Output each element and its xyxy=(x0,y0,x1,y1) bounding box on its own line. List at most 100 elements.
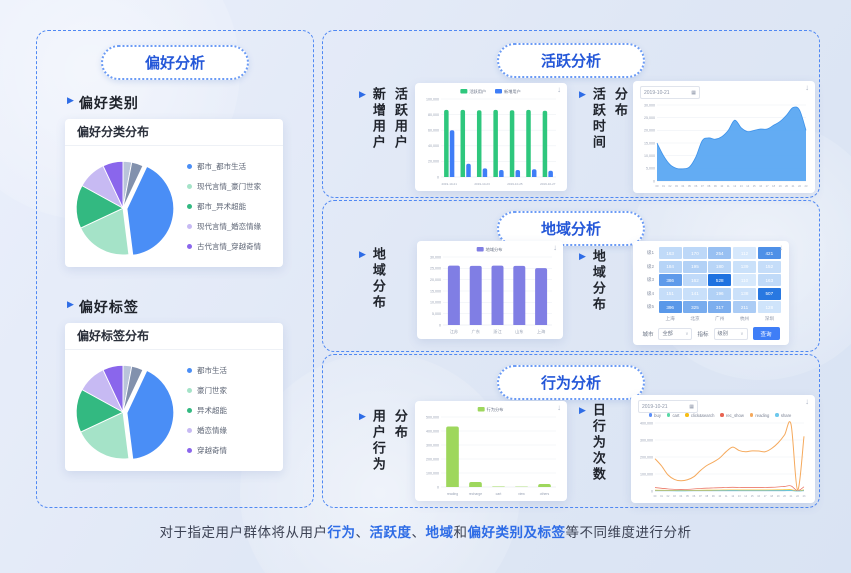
line-series[interactable] xyxy=(654,489,805,492)
heatmap-cell[interactable]: 151 xyxy=(658,287,682,300)
bar[interactable] xyxy=(515,169,521,177)
download-icon[interactable]: ↓ xyxy=(805,397,809,406)
heatmap-cell[interactable]: 421 xyxy=(757,247,781,259)
active-users-bar-chart[interactable]: 0 20,000 40,000 60,000 80,000 100,000 活跃用户 新增用户… xyxy=(419,86,563,188)
bar[interactable] xyxy=(482,168,488,177)
heatmap-cell[interactable]: 128 xyxy=(757,301,781,313)
pie-slice[interactable] xyxy=(80,411,130,460)
date-picker[interactable]: 2019-10-21 ▦ xyxy=(638,400,698,413)
legend-item[interactable]: 异术超能 xyxy=(187,405,277,416)
bar[interactable] xyxy=(444,109,449,177)
heatmap-cell[interactable]: 162 xyxy=(683,274,707,286)
legend-item[interactable]: share xyxy=(775,413,791,418)
heatmap-cell[interactable]: 110 xyxy=(732,274,757,286)
legend-item[interactable]: 古代言情_穿越奇情 xyxy=(187,241,277,252)
heatmap-cell[interactable]: 317 xyxy=(708,301,732,313)
legend-item[interactable]: cart xyxy=(666,413,679,418)
bar[interactable] xyxy=(513,265,526,325)
heatmap-cell[interactable]: 325 xyxy=(683,301,707,313)
query-button[interactable]: 查询 xyxy=(752,327,780,340)
pie-slice[interactable] xyxy=(102,364,124,413)
heatmap-cell[interactable]: 386 xyxy=(658,274,682,286)
bar[interactable] xyxy=(548,170,553,177)
heatmap-cell[interactable]: 528 xyxy=(708,274,732,286)
behavior-bar-chart[interactable]: 0 100,000 200,000 300,000 400,000 500,000 行为分布… xyxy=(419,404,563,498)
city-select[interactable]: 全部 ∨ xyxy=(658,327,693,340)
heatmap-cell[interactable]: 170 xyxy=(683,247,707,259)
bar[interactable] xyxy=(460,109,466,177)
line-series[interactable] xyxy=(654,421,805,491)
bar[interactable] xyxy=(526,109,531,177)
daily-behavior-line-chart[interactable]: 0 100,000 200,000 300,000 400,000 00 01 02 03 04 0… xyxy=(635,419,811,500)
active-users-chart-card: ↓ 0 20,000 40,000 60,000 80,000 100,000 活跃用户 新增… xyxy=(415,83,567,191)
bar[interactable] xyxy=(538,484,551,487)
date-picker[interactable]: 2019-10-21 ▦ xyxy=(640,86,700,99)
pie-slice[interactable] xyxy=(122,365,144,413)
legend-dot xyxy=(775,413,779,417)
user-behavior-header: ▶ 用户行为 分布 xyxy=(359,409,408,473)
heatmap-cell[interactable]: 138 xyxy=(732,287,757,300)
pie-slice[interactable] xyxy=(122,161,144,209)
legend-item[interactable]: 穿越奇情 xyxy=(187,445,277,456)
pie-slice[interactable] xyxy=(126,369,175,460)
heatmap-cell[interactable]: 152 xyxy=(757,260,781,273)
bar[interactable] xyxy=(469,481,482,487)
download-icon[interactable]: ↓ xyxy=(553,243,557,252)
heatmap-cell[interactable]: 184 xyxy=(658,260,682,273)
preference-tag-pie-chart[interactable] xyxy=(71,356,175,464)
legend-item[interactable]: buy xyxy=(648,413,661,418)
heatmap-row-label: 级1 xyxy=(646,250,654,255)
bar[interactable] xyxy=(542,110,548,177)
heatmap-cell[interactable]: 211 xyxy=(732,301,757,313)
bar[interactable] xyxy=(446,426,459,487)
bar[interactable] xyxy=(466,163,471,177)
bar[interactable] xyxy=(469,265,482,325)
heatmap-cell[interactable]: 163 xyxy=(658,247,682,259)
heatmap-cell[interactable]: 254 xyxy=(708,247,732,259)
legend-item[interactable]: reading xyxy=(749,413,769,418)
bar[interactable] xyxy=(509,110,515,177)
download-icon[interactable]: ↓ xyxy=(557,403,561,412)
heatmap-cell[interactable]: 396 xyxy=(658,301,682,313)
download-icon[interactable]: ↓ xyxy=(557,85,561,94)
heatmap-cell[interactable]: 195 xyxy=(683,260,707,273)
pie-slice[interactable] xyxy=(126,165,175,256)
bar[interactable] xyxy=(493,109,498,177)
bar[interactable] xyxy=(447,265,460,325)
preference-category-pie-chart[interactable] xyxy=(71,152,175,260)
region-bar-chart[interactable]: 0 5,000 10,000 15,000 20,000 25,000 30,000 地域分布… xyxy=(421,244,559,336)
legend-item[interactable]: rec_show xyxy=(720,413,744,418)
legend-item[interactable]: 婚恋情缘 xyxy=(187,425,277,436)
legend-item[interactable]: 都市生活 xyxy=(187,365,277,376)
bar[interactable] xyxy=(491,265,504,325)
pie-slice[interactable] xyxy=(80,207,130,256)
heatmap-cell[interactable]: 163 xyxy=(757,274,781,286)
heatmap-cell[interactable]: 196 xyxy=(708,287,732,300)
bar[interactable] xyxy=(535,268,548,325)
download-icon[interactable]: ↓ xyxy=(779,243,783,252)
legend-item[interactable]: 豪门世家 xyxy=(187,385,277,396)
bar[interactable] xyxy=(499,169,504,177)
active-time-area-chart[interactable]: 0 5,000 10,000 15,000 20,000 25,000 30,000 00 01… xyxy=(637,99,811,190)
bar[interactable] xyxy=(476,110,482,177)
svg-text:江苏: 江苏 xyxy=(450,328,458,335)
bar[interactable] xyxy=(492,486,505,487)
legend-item[interactable]: 都市_都市生活 xyxy=(187,161,277,172)
heatmap-cell[interactable]: 112 xyxy=(732,247,757,259)
metric-select[interactable]: 级别 ∨ xyxy=(713,327,748,340)
region-heatmap-chart[interactable]: 级1 163 170 254 112 421 级2 184 195 180 139 152 级3 386 1… xyxy=(641,247,781,325)
legend-item[interactable]: 现代言情_婚恋情缘 xyxy=(187,221,277,232)
heatmap-cell[interactable]: 141 xyxy=(683,287,707,300)
legend-item[interactable]: 都市_异术超能 xyxy=(187,201,277,212)
line-series[interactable] xyxy=(654,485,805,492)
pie-slice[interactable] xyxy=(102,160,124,209)
heatmap-cell[interactable]: 507 xyxy=(757,287,781,300)
legend-item[interactable]: 现代言情_豪门世家 xyxy=(187,181,277,192)
bar[interactable] xyxy=(449,130,455,177)
heatmap-cell[interactable]: 180 xyxy=(708,260,732,273)
legend-item[interactable]: click&search xyxy=(685,413,714,418)
download-icon[interactable]: ↓ xyxy=(805,83,809,92)
bar[interactable] xyxy=(531,169,537,177)
heatmap-cell[interactable]: 139 xyxy=(732,260,757,273)
svg-text:25,000: 25,000 xyxy=(644,116,655,120)
